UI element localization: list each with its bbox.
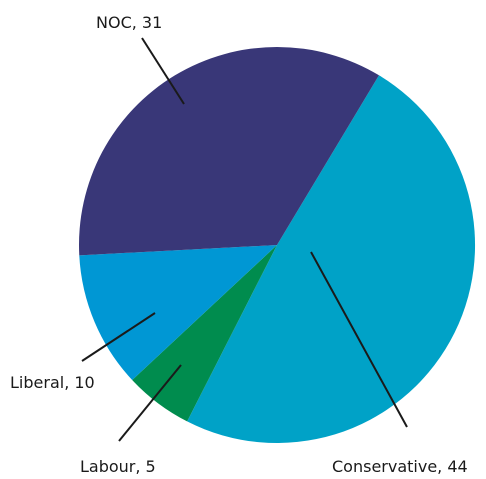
pie-slice-labour — [132, 245, 277, 422]
pie-slice-conservative — [187, 75, 476, 444]
label-noc: NOC, 31 — [96, 13, 162, 32]
label-conservative: Conservative, 44 — [332, 457, 468, 476]
leader-line-liberal — [81, 312, 156, 362]
label-liberal: Liberal, 10 — [10, 373, 95, 392]
pie-slices — [78, 46, 476, 444]
leader-line-labour — [118, 364, 182, 442]
leader-line-conservative — [310, 251, 408, 428]
leader-lines — [81, 37, 408, 442]
pie-slice-liberal — [79, 245, 278, 381]
pie-slice-noc — [78, 46, 379, 256]
label-labour: Labour, 5 — [80, 457, 156, 476]
leader-line-noc — [141, 37, 185, 105]
